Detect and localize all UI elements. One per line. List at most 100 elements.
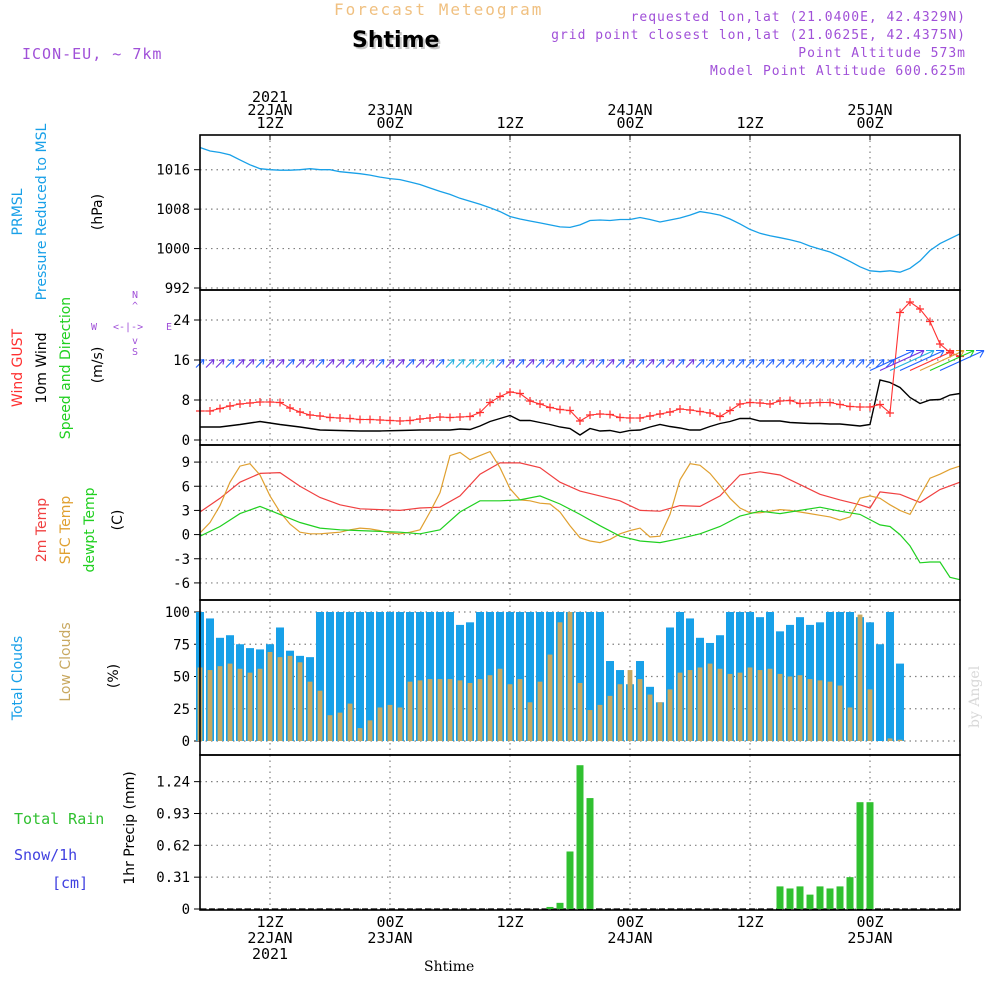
total-cloud-bar-63 [826, 612, 834, 741]
low-cloud-bar-11 [307, 681, 313, 741]
wind-arrow-44 [635, 358, 645, 368]
panel-frame-pressure [199, 134, 961, 291]
wind-arrow-28 [475, 358, 485, 368]
low-cloud-bar-23 [427, 679, 433, 741]
wind-arrow-52 [715, 358, 725, 368]
ytick-label-temperature-9: 9 [182, 455, 190, 471]
compass-n: N [132, 290, 139, 301]
low-cloud-bar-16 [357, 728, 363, 741]
gust-marker-47 [666, 408, 674, 416]
top-time-label-7-1: 22JAN [247, 101, 292, 119]
bottom-time-label-67-0: 00Z [856, 913, 883, 931]
low-cloud-bar-5 [247, 672, 253, 741]
wind-arrow-38 [575, 358, 585, 368]
low-cloud-bar-35 [547, 654, 553, 741]
total-cloud-bar-22 [416, 612, 424, 741]
wind-arrow-35 [545, 358, 555, 368]
bottom-time-label-43-0: 00Z [616, 913, 643, 931]
wind-arrow-8 [275, 358, 285, 368]
total-cloud-bar-28 [476, 612, 484, 741]
low-cloud-bar-2 [217, 666, 223, 741]
low-cloud-bar-22 [417, 680, 423, 741]
total-cloud-bar-69 [886, 612, 894, 741]
rain-bar-60 [796, 886, 804, 909]
rain-bar-35 [546, 906, 554, 909]
ytick-label-wind-0: 0 [182, 433, 190, 449]
total-cloud-bar-33 [526, 612, 534, 741]
wind-arrow-20 [395, 358, 405, 368]
total-cloud-bar-31 [506, 612, 514, 741]
gust-marker-61 [806, 399, 814, 407]
low-cloud-bar-46 [657, 702, 663, 741]
total-cloud-bar-65 [846, 612, 854, 741]
wind-arrow-56 [755, 358, 765, 368]
gust-marker-71 [906, 298, 914, 306]
gust-marker-55 [746, 398, 754, 407]
ytick-label-temperature-0: 0 [182, 528, 190, 544]
total-cloud-bar-15 [346, 612, 354, 741]
bottom-time-label-7-2: 2021 [252, 945, 288, 963]
low-cloud-bar-31 [507, 684, 513, 741]
low-cloud-bar-67 [867, 689, 873, 741]
low-cloud-bar-50 [697, 667, 703, 741]
ytick-label-precip-0.62: 0.62 [156, 838, 190, 854]
low-cloud-bar-27 [467, 682, 473, 741]
gust-marker-17 [366, 415, 374, 424]
chart-title: Forecast Meteogram [334, 0, 544, 19]
low-cloud-bar-51 [707, 663, 713, 741]
ytick-label-precip-1.24: 1.24 [156, 775, 190, 791]
gust-marker-26 [456, 413, 464, 421]
low-cloud-bar-6 [257, 668, 263, 741]
total-cloud-bar-70 [896, 663, 904, 741]
wind-arrow-57 [765, 358, 775, 368]
wind-arrow-21 [405, 358, 415, 368]
location-name: Shtime [352, 28, 440, 53]
low-cloud-bar-39 [587, 710, 593, 741]
wind-arrow-15 [345, 358, 355, 368]
bottom-time-label-67-1: 25JAN [847, 929, 892, 947]
wind-arrow-62 [815, 358, 825, 368]
gust-marker-12 [316, 412, 324, 420]
low-cloud-bar-53 [727, 673, 733, 741]
temp-unit: (C) [110, 510, 126, 531]
low-cloud-bar-54 [737, 672, 743, 741]
wind-arrow-18 [375, 358, 385, 368]
total-cloud-bar-13 [326, 612, 334, 741]
low-cloud-bar-9 [287, 655, 293, 741]
wind-arrow-strong-76 [939, 349, 985, 372]
wind-arrow-12 [315, 358, 325, 368]
wind-arrow-63 [825, 358, 835, 368]
gust-marker-14 [336, 414, 344, 422]
temp-ylabel-sfc: SFC Temp [58, 496, 74, 565]
low-cloud-bar-14 [337, 712, 343, 741]
low-cloud-bar-55 [747, 667, 753, 741]
top-time-label-43-1: 00Z [616, 114, 643, 132]
wind-arrow-68 [875, 358, 885, 368]
gust-marker-23 [426, 414, 434, 422]
total-cloud-bar-21 [406, 612, 414, 741]
model-point-altitude: Model Point Altitude 600.625m [710, 64, 966, 79]
rain-bar-64 [836, 886, 844, 909]
gust-marker-70 [896, 308, 904, 317]
gust-marker-68 [876, 400, 884, 409]
gust-marker-43 [626, 414, 634, 422]
gust-marker-3 [226, 402, 234, 410]
panel-frame-precip [199, 754, 961, 911]
low-cloud-bar-12 [317, 690, 323, 741]
total-cloud-bar-16 [356, 612, 364, 741]
cloud-ylabel-low: Low Clouds [58, 622, 74, 701]
low-cloud-bar-7 [267, 651, 273, 741]
snow-unit-label: [cm] [52, 874, 88, 892]
wind-arrow-60 [795, 358, 805, 368]
gust-marker-65 [846, 402, 854, 411]
compass-arrow-down: v [132, 336, 139, 347]
low-cloud-bar-49 [687, 670, 693, 741]
wind-arrow-9 [285, 358, 295, 368]
panel-frame-temperature [199, 444, 961, 601]
top-time-label-67-1: 00Z [856, 114, 883, 132]
low-cloud-bar-37 [567, 612, 573, 741]
requested-coords: requested lon,lat (21.0400E, 42.4329N) [630, 10, 966, 25]
ytick-label-temperature--3: -3 [173, 552, 190, 568]
low-cloud-bar-62 [817, 680, 823, 741]
